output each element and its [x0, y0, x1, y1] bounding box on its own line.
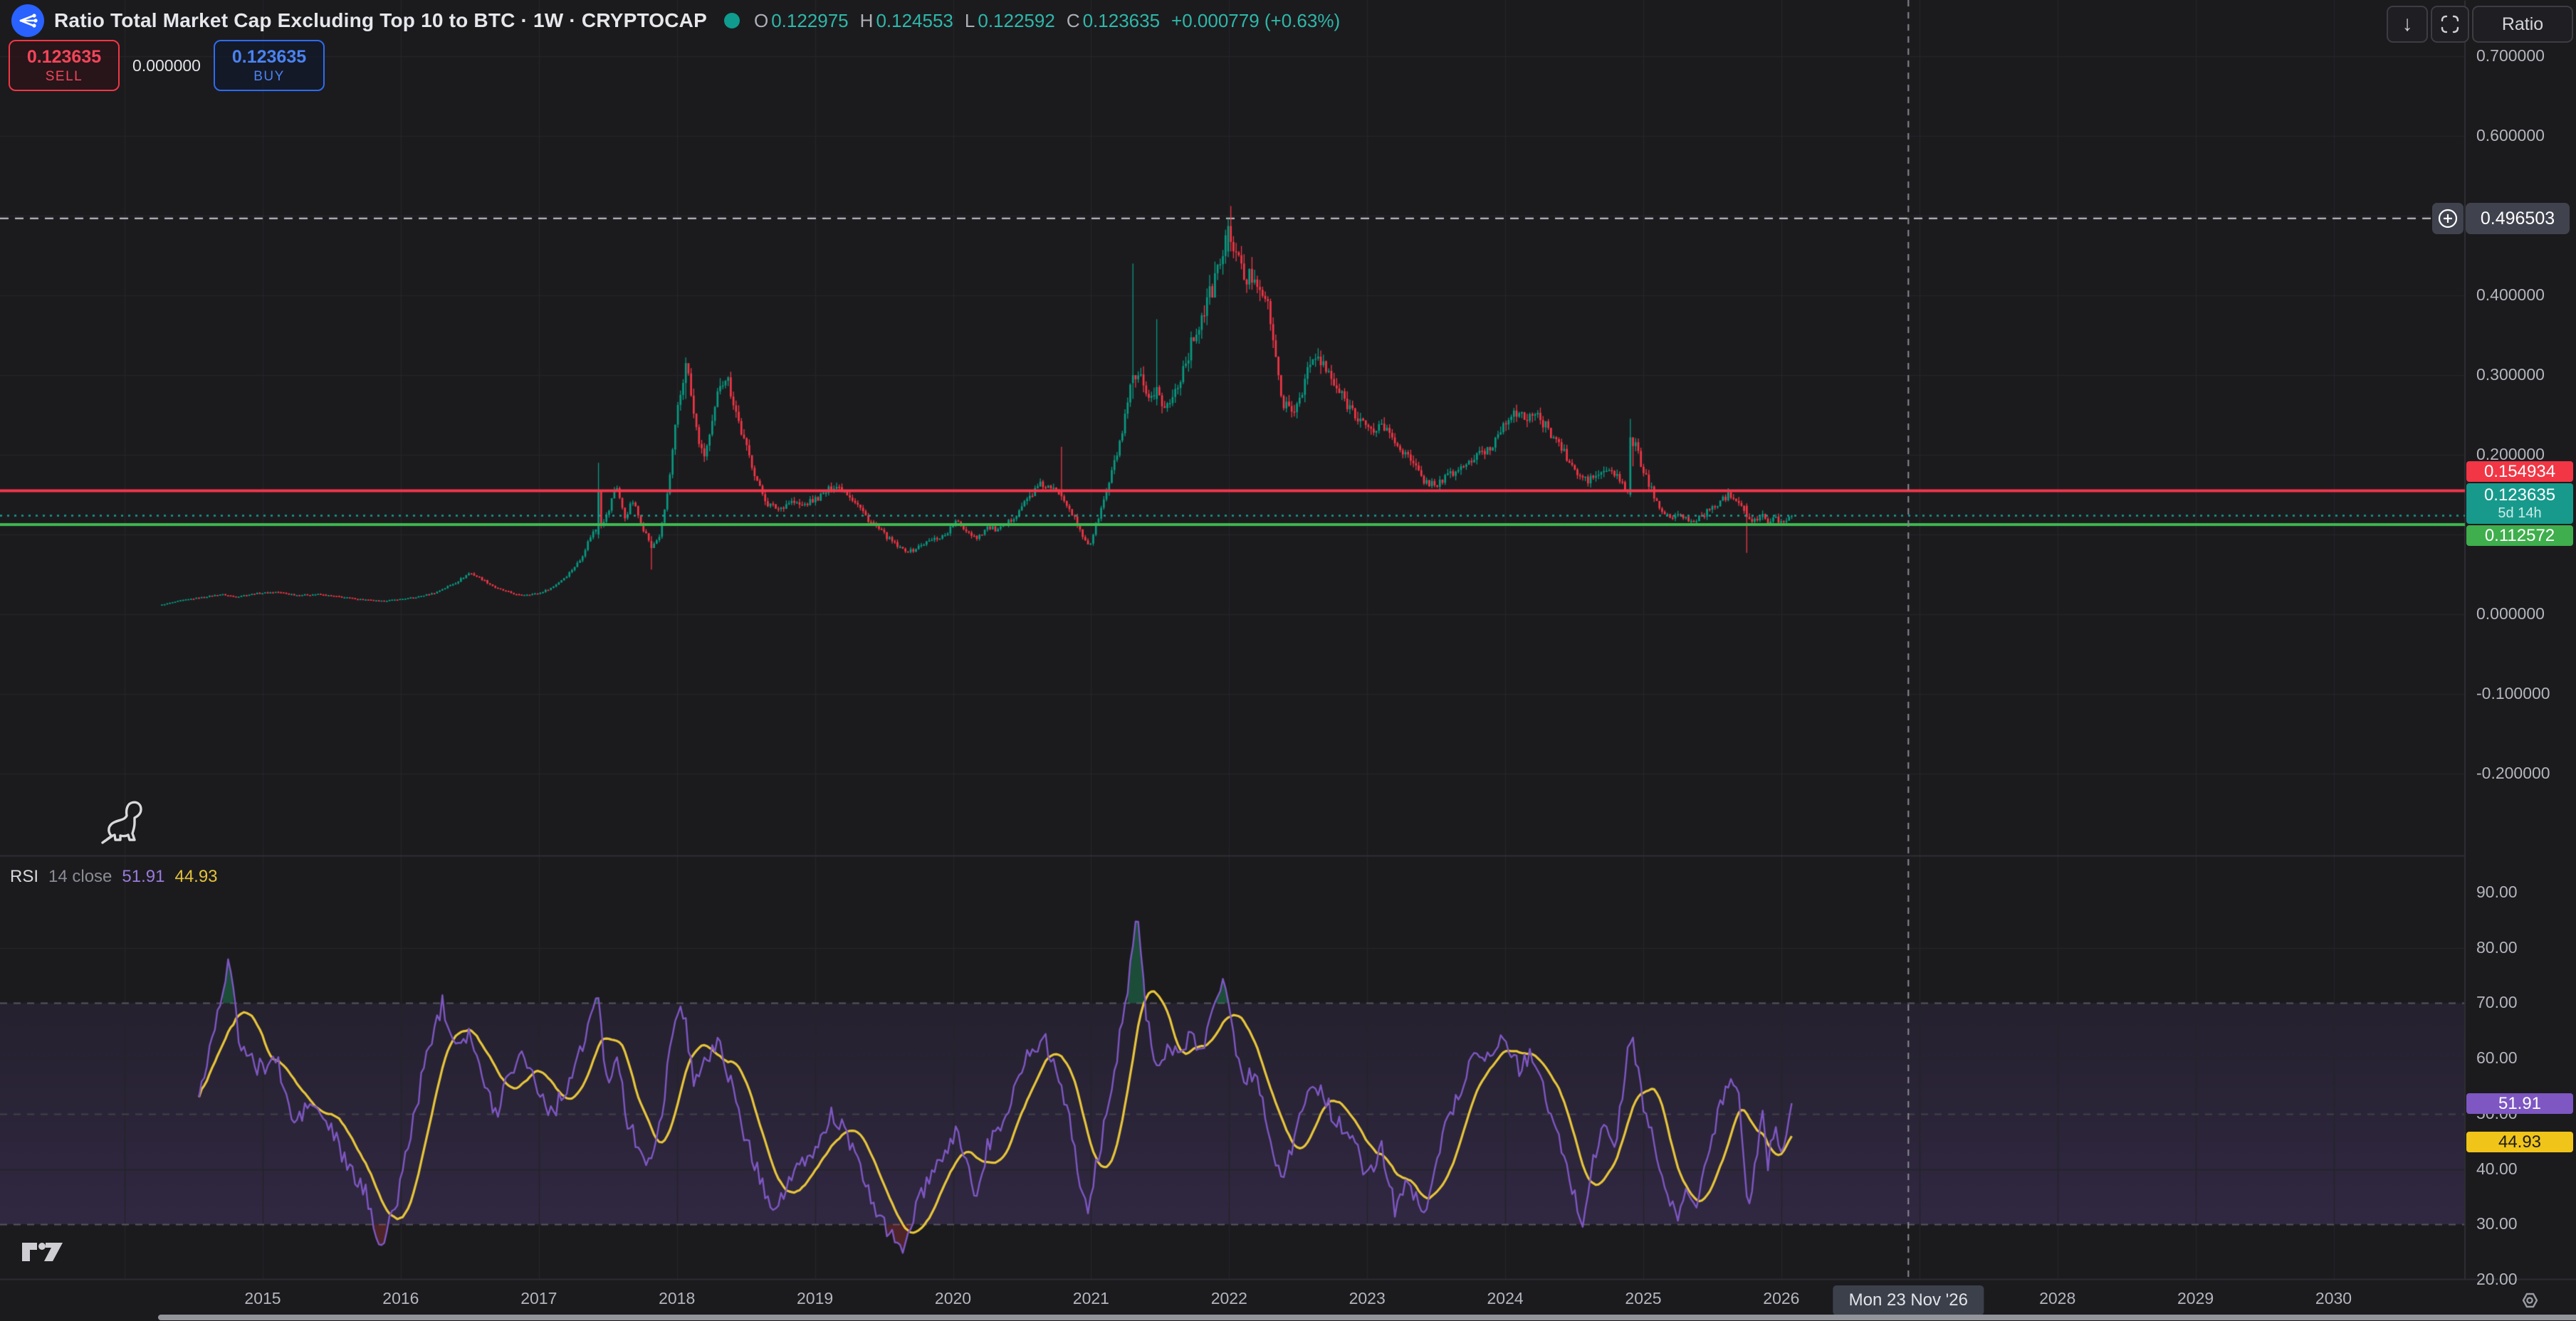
low-label: L: [964, 9, 975, 31]
year-label: 2021: [1072, 1289, 1109, 1307]
rsi-value: 51.91: [122, 867, 165, 886]
change-value: +0.000779 (+0.63%): [1171, 9, 1341, 31]
year-label: 2015: [244, 1289, 281, 1307]
close-value: 0.123635: [1082, 9, 1161, 31]
timezone-settings-icon[interactable]: [2519, 1291, 2540, 1312]
year-label: 2017: [520, 1289, 557, 1307]
buy-level-badge: 0.112572: [2466, 525, 2573, 546]
rsi-axis-label: 70.00: [2476, 993, 2518, 1012]
year-label: 2023: [1349, 1289, 1386, 1307]
ohlc-values: O 0.122975 H 0.124553 L 0.122592 C 0.123…: [754, 10, 1340, 32]
price-axis-label: 0.000000: [2476, 604, 2545, 623]
symbol-title[interactable]: Ratio Total Market Cap Excluding Top 10 …: [54, 9, 707, 31]
crosshair-date-badge: Mon 23 Nov '26: [1833, 1285, 1984, 1315]
download-icon: ↓: [2402, 12, 2413, 36]
low-value: 0.122592: [978, 9, 1055, 31]
time-axis[interactable]: 2015 2016 2017 2018 2019 2020 2021 2022 2023 2024…: [0, 1279, 2576, 1315]
trade-widget: 0.123635 SELL 0.000000 0.123635 BUY: [9, 40, 325, 91]
year-label: 2019: [797, 1289, 834, 1307]
price-axis-label: 0.200000: [2476, 445, 2545, 463]
price-axis-label: 0.700000: [2476, 46, 2545, 65]
price-axis-label: 0.600000: [2476, 126, 2545, 144]
alert-level-badge[interactable]: 0.496503: [2432, 203, 2570, 234]
dino-sticker-icon[interactable]: [98, 799, 145, 848]
sell-price: 0.123635: [26, 46, 102, 67]
alert-level-price: 0.496503: [2466, 203, 2570, 234]
sell-button-label: SELL: [45, 68, 83, 84]
rsi-ma-value-badge: 44.93: [2466, 1132, 2573, 1152]
rsi-name: RSI: [10, 867, 39, 886]
year-label: 2022: [1210, 1289, 1247, 1307]
spread-value: 0.000000: [132, 56, 201, 75]
rsi-ma-value: 44.93: [174, 867, 218, 886]
open-label: O: [753, 9, 769, 31]
buy-button-label: BUY: [253, 68, 285, 84]
symbol-logo-icon[interactable]: [11, 4, 44, 37]
sell-level-price: 0.154934: [2483, 461, 2556, 481]
buy-button[interactable]: 0.123635 BUY: [214, 40, 325, 91]
year-label: 2025: [1625, 1289, 1662, 1307]
price-axis-label: -0.200000: [2476, 764, 2550, 782]
add-alert-plus-icon[interactable]: [2432, 203, 2464, 234]
close-label: C: [1066, 9, 1080, 31]
open-value: 0.122975: [771, 9, 849, 31]
year-label: 2028: [2039, 1289, 2076, 1307]
year-label: 2026: [1763, 1289, 1800, 1307]
market-status-icon[interactable]: [723, 13, 740, 28]
year-label: 2016: [382, 1289, 419, 1307]
price-axis-label: 0.300000: [2476, 365, 2545, 384]
high-label: H: [859, 9, 874, 31]
buy-level-price: 0.112572: [2484, 525, 2555, 545]
symbol-legend: Ratio Total Market Cap Excluding Top 10 …: [11, 4, 1340, 37]
fullscreen-button[interactable]: [2431, 6, 2469, 43]
rsi-axis-label: 40.00: [2476, 1159, 2518, 1178]
last-price-badge: 0.123635 5d 14h: [2466, 483, 2573, 524]
rsi-axis-label: 90.00: [2476, 883, 2518, 901]
year-label: 2024: [1487, 1289, 1524, 1307]
rsi-axis-label: 60.00: [2476, 1048, 2518, 1068]
bar-countdown: 5d 14h: [2498, 505, 2542, 521]
price-axis-label: -0.100000: [2476, 684, 2550, 702]
price-axis[interactable]: 0.700000 0.600000 0.400000 0.300000 0.200000…: [2465, 0, 2576, 1288]
price-axis-label: 0.400000: [2476, 285, 2545, 304]
horizontal-scrollbar[interactable]: [158, 1315, 2576, 1320]
year-label: 2020: [934, 1289, 972, 1307]
year-label: 2018: [659, 1289, 696, 1307]
high-value: 0.124553: [876, 9, 953, 31]
rsi-axis-label: 30.00: [2476, 1214, 2518, 1233]
price-scale-mode-button[interactable]: Ratio: [2472, 6, 2573, 43]
sell-button[interactable]: 0.123635 SELL: [9, 40, 120, 91]
rsi-params: 14 close: [48, 867, 112, 886]
price-scale-mode-label: Ratio: [2501, 14, 2544, 34]
fullscreen-icon: [2441, 15, 2459, 33]
tradingview-logo[interactable]: [21, 1241, 64, 1263]
year-label: 2029: [2177, 1289, 2214, 1307]
rsi-value-badge: 51.91: [2466, 1093, 2573, 1114]
buy-price: 0.123635: [231, 46, 307, 67]
sell-level-badge: 0.154934: [2466, 461, 2573, 482]
download-button[interactable]: ↓: [2387, 6, 2428, 43]
year-label: 2030: [2315, 1289, 2352, 1307]
rsi-axis-label: 20.00: [2476, 1269, 2518, 1288]
rsi-axis-label: 80.00: [2476, 937, 2518, 957]
last-price-value: 0.123635: [2483, 485, 2556, 505]
rsi-legend[interactable]: RSI 14 close 51.91 44.93: [10, 867, 218, 887]
